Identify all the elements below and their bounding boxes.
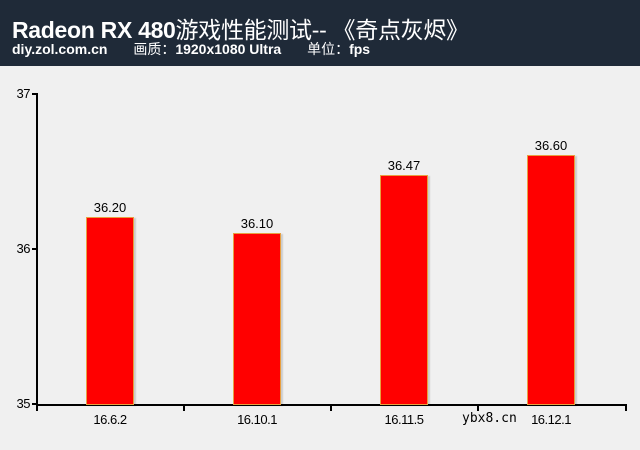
y-tick-label: 35 bbox=[16, 396, 31, 411]
bar-value-label: 36.20 bbox=[93, 200, 127, 215]
y-tick-label: 37 bbox=[16, 86, 31, 101]
bar-16-12-1 bbox=[527, 155, 575, 405]
chart-subtitle: diy.zol.com.cn 画质：1920x1080 Ultra 单位：fps bbox=[12, 39, 392, 59]
title-en: Radeon RX 480 bbox=[12, 17, 176, 43]
bar-value-label: 36.60 bbox=[534, 138, 568, 153]
unit-value: fps bbox=[349, 41, 371, 57]
x-tick-label: 16.6.2 bbox=[93, 412, 127, 427]
site-label: diy.zol.com.cn bbox=[12, 41, 108, 57]
quality-value: 1920x1080 Ultra bbox=[175, 41, 282, 57]
bar-16-10-1 bbox=[233, 233, 281, 405]
chart-header: Radeon RX 480游戏性能测试-- 《奇点灰烬》 diy.zol.com… bbox=[0, 0, 640, 66]
bar-16-6-2 bbox=[86, 217, 134, 405]
x-tick-label: 16.11.5 bbox=[384, 412, 424, 427]
bar-16-11-5 bbox=[380, 175, 428, 405]
quality-label: 画质： bbox=[133, 41, 176, 57]
x-tick-label: 16.10.1 bbox=[237, 412, 277, 427]
chart-title: Radeon RX 480游戏性能测试-- 《奇点灰烬》 bbox=[12, 11, 469, 45]
bar-value-label: 36.10 bbox=[240, 216, 274, 231]
x-tick-label: 16.12.1 bbox=[531, 412, 571, 427]
bar-value-label: 36.47 bbox=[387, 158, 421, 173]
y-tick-label: 36 bbox=[16, 241, 31, 256]
unit-label: 单位： bbox=[307, 41, 350, 57]
watermark: ybx8.cn bbox=[462, 411, 517, 426]
title-cn: 游戏性能测试-- 《奇点灰烬》 bbox=[175, 17, 470, 43]
